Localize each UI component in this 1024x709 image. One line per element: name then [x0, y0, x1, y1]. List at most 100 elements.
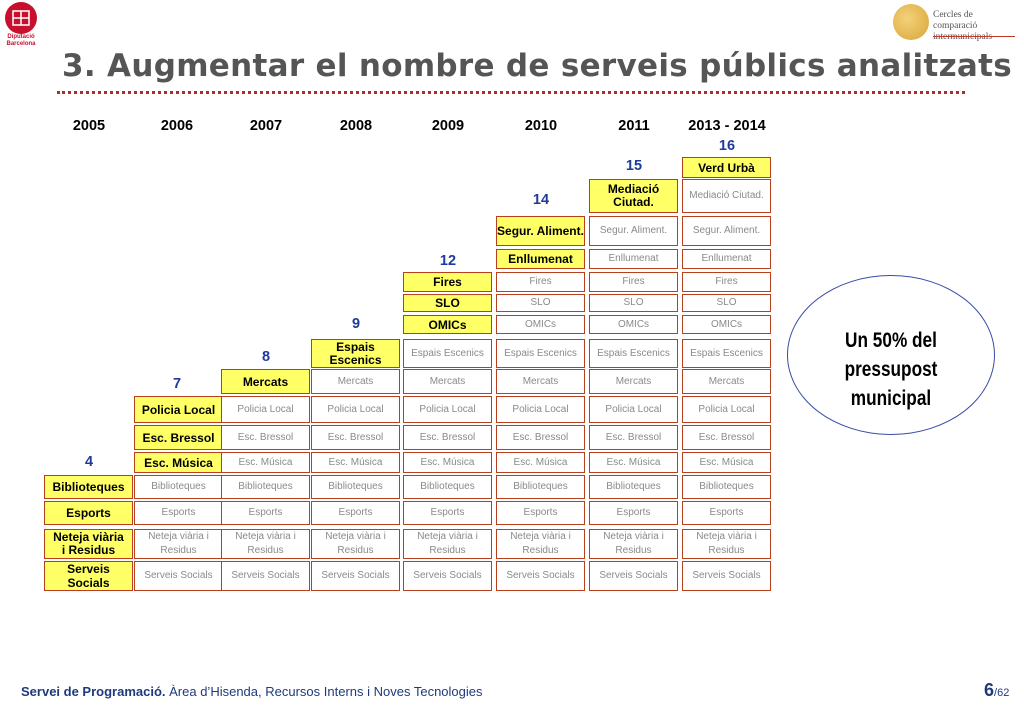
service-cell-new: Verd Urbà	[682, 157, 771, 178]
service-count: 14	[532, 192, 550, 208]
service-cell-new: Neteja viària i Residus	[44, 529, 133, 559]
diputacio-barcelona-logo: Diputació Barcelona	[4, 2, 38, 50]
service-cell: Esc. Música	[589, 452, 678, 473]
service-cell: Serveis Socials	[496, 561, 585, 591]
service-cell-new: Esc. Música	[134, 452, 223, 473]
service-cell: Enllumenat	[682, 249, 771, 269]
service-count: 12	[439, 253, 457, 269]
service-cell: Esc. Música	[221, 452, 310, 473]
service-cell: Esc. Bressol	[682, 425, 771, 450]
service-cell: Mercats	[403, 369, 492, 394]
cercles-logo: Cercles de comparació intermunicipals	[893, 4, 1019, 42]
service-cell: Neteja viària i Residus	[311, 529, 400, 559]
service-count: 15	[625, 158, 643, 174]
service-cell-new: OMICs	[403, 315, 492, 334]
service-cell: Biblioteques	[682, 475, 771, 499]
service-cell: Serveis Socials	[311, 561, 400, 591]
service-cell-new: Serveis Socials	[44, 561, 133, 591]
service-cell: Fires	[682, 272, 771, 292]
service-cell-new: SLO	[403, 294, 492, 312]
page-title: 3. Augmentar el nombre de serveis públic…	[62, 48, 1013, 84]
service-cell: Policia Local	[311, 396, 400, 423]
service-cell: Policia Local	[682, 396, 771, 423]
crest-icon	[5, 2, 37, 34]
service-cell: Serveis Socials	[403, 561, 492, 591]
service-cell: Policia Local	[496, 396, 585, 423]
service-cell-new: Mediació Ciutad.	[589, 179, 678, 213]
service-cell: Mercats	[589, 369, 678, 394]
service-cell: Policia Local	[221, 396, 310, 423]
service-cell: Esc. Bressol	[496, 425, 585, 450]
service-count: 7	[172, 376, 182, 392]
service-cell: Neteja viària i Residus	[682, 529, 771, 559]
cercles-logo-text: Cercles de comparació intermunicipals	[933, 10, 993, 42]
service-count: 8	[261, 349, 271, 365]
service-cell: Serveis Socials	[221, 561, 310, 591]
service-cell: Serveis Socials	[134, 561, 223, 591]
year-header: 2009	[431, 118, 465, 134]
service-cell: Mercats	[311, 369, 400, 394]
year-header: 2007	[249, 118, 283, 134]
service-cell: Esports	[221, 501, 310, 525]
budget-callout-line2: pressupost municipal	[844, 358, 938, 410]
service-cell: Esports	[496, 501, 585, 525]
service-cell: SLO	[589, 294, 678, 312]
year-header: 2010	[524, 118, 558, 134]
service-cell: Esc. Bressol	[311, 425, 400, 450]
service-cell-new: Fires	[403, 272, 492, 292]
service-count: 16	[718, 138, 736, 154]
service-cell: Biblioteques	[221, 475, 310, 499]
service-cell: Biblioteques	[496, 475, 585, 499]
year-header: 2013 - 2014	[688, 118, 766, 134]
budget-callout-text: Un 50% del pressupost municipal	[806, 326, 977, 413]
service-cell: Mediació Ciutad.	[682, 179, 771, 213]
service-cell: Serveis Socials	[589, 561, 678, 591]
service-cell: Biblioteques	[403, 475, 492, 499]
title-divider	[57, 91, 965, 94]
service-cell: Policia Local	[403, 396, 492, 423]
footer-dept: Àrea d’Hisenda, Recursos Interns i Noves…	[165, 684, 483, 699]
service-cell: Esc. Bressol	[403, 425, 492, 450]
service-cell: Fires	[496, 272, 585, 292]
service-cell-new: Segur. Aliment.	[496, 216, 585, 246]
service-cell: Biblioteques	[311, 475, 400, 499]
year-header: 2011	[618, 118, 650, 134]
service-cell: Biblioteques	[134, 475, 223, 499]
budget-callout-line1: Un 50% del	[845, 329, 937, 352]
footer-department: Servei de Programació. Àrea d’Hisenda, R…	[21, 684, 483, 699]
service-cell: Esc. Música	[403, 452, 492, 473]
service-cell: SLO	[496, 294, 585, 312]
service-cell: Neteja viària i Residus	[134, 529, 223, 559]
service-cell: Neteja viària i Residus	[221, 529, 310, 559]
service-cell: Neteja viària i Residus	[403, 529, 492, 559]
service-cell: Neteja viària i Residus	[589, 529, 678, 559]
service-cell: OMICs	[589, 315, 678, 334]
page-number: 6/62	[984, 680, 1009, 701]
service-cell-new: Esports	[44, 501, 133, 525]
service-cell-new: Biblioteques	[44, 475, 133, 499]
budget-callout-ellipse	[787, 275, 995, 435]
service-cell: Esc. Bressol	[221, 425, 310, 450]
service-cell: Esports	[134, 501, 223, 525]
page-current: 6	[984, 680, 995, 700]
year-header: 2008	[339, 118, 373, 134]
year-header: 2005	[72, 118, 106, 134]
service-cell: Biblioteques	[589, 475, 678, 499]
service-cell: Esc. Música	[311, 452, 400, 473]
service-cell-new: Policia Local	[134, 396, 223, 423]
service-count: 4	[84, 454, 94, 470]
service-cell: Espais Escenics	[403, 339, 492, 368]
service-cell: Segur. Aliment.	[589, 216, 678, 246]
service-cell-new: Espais Escenics	[311, 339, 400, 368]
service-cell: Esports	[311, 501, 400, 525]
service-cell: Mercats	[682, 369, 771, 394]
page-total: /62	[994, 687, 1010, 699]
service-cell-new: Esc. Bressol	[134, 425, 223, 450]
service-cell: Fires	[589, 272, 678, 292]
footer-org: Servei de Programació.	[21, 684, 166, 699]
service-cell: SLO	[682, 294, 771, 312]
logo-left-text: Diputació Barcelona	[6, 34, 36, 47]
service-cell: OMICs	[682, 315, 771, 334]
service-cell-new: Mercats	[221, 369, 310, 394]
year-header: 2006	[160, 118, 194, 134]
